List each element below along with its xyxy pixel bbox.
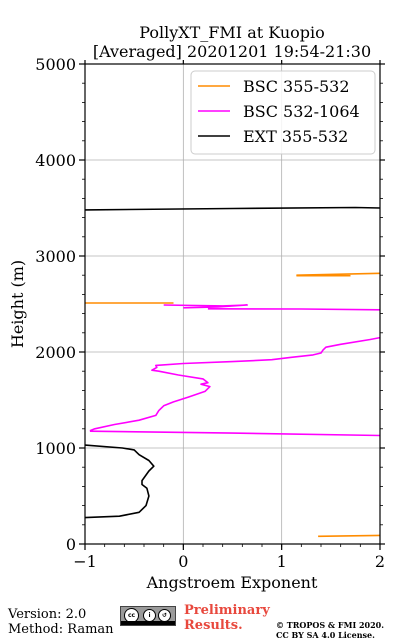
y-tick-label-5: 5000 xyxy=(35,55,76,74)
series-line-bsc-532-1064-0 xyxy=(163,304,248,309)
copyright-notice: © TROPOS & FMI 2020. CC BY SA 4.0 Licens… xyxy=(276,620,384,640)
legend-label-bsc-532-1064: BSC 532-1064 xyxy=(243,102,360,121)
method-text: Method: Raman xyxy=(8,622,114,637)
y-axis-label: Height (m) xyxy=(8,260,27,348)
series-line-bsc-355-532-3 xyxy=(296,272,381,276)
series-line-bsc-532-1064-1 xyxy=(207,307,381,311)
x-tick-label-2: 1 xyxy=(277,552,287,571)
x-tick-label-3: 2 xyxy=(375,552,385,571)
series-line-bsc-355-532-0 xyxy=(318,534,381,538)
y-tick-label-4: 4000 xyxy=(35,151,76,170)
x-axis-label: Angstroem Exponent xyxy=(146,573,318,592)
series-line-ext-355-532-0 xyxy=(84,206,381,211)
y-tick-label-2: 2000 xyxy=(35,343,76,362)
y-tick-label-1: 1000 xyxy=(35,439,76,458)
series-lines xyxy=(84,206,381,538)
series-line-ext-355-532-1 xyxy=(84,444,155,519)
preliminary-notice: Preliminary Results. xyxy=(184,603,270,633)
x-tick-label-0: −1 xyxy=(73,552,97,571)
copyright-line2: CC BY SA 4.0 License. xyxy=(276,630,375,640)
legend-label-bsc-355-532: BSC 355-532 xyxy=(243,77,350,96)
x-tick-label-1: 0 xyxy=(178,552,188,571)
cc-strip xyxy=(121,621,175,625)
series-line-bsc-532-1064-2 xyxy=(89,336,381,432)
version-text: Version: 2.0 xyxy=(8,607,87,622)
legend: BSC 355-532 BSC 532-1064 EXT 355-532 xyxy=(190,70,376,155)
legend-box xyxy=(190,70,376,155)
angstroem-chart: PollyXT_FMI at Kuopio [Averaged] 2020120… xyxy=(8,23,385,592)
copyright-line1: © TROPOS & FMI 2020. xyxy=(276,620,385,630)
preliminary-line2: Results. xyxy=(184,618,243,633)
legend-label-ext-355-532: EXT 355-532 xyxy=(243,127,348,146)
chart-title-line1: PollyXT_FMI at Kuopio xyxy=(139,23,325,42)
preliminary-line1: Preliminary xyxy=(184,603,270,618)
chart-title-line2: [Averaged] 20201201 19:54-21:30 xyxy=(93,42,371,61)
plot-frame xyxy=(84,63,381,545)
cc-by-sa-logo: cc i ↺ xyxy=(120,606,176,626)
y-tick-label-0: 0 xyxy=(66,535,76,554)
y-tick-label-3: 3000 xyxy=(35,247,76,266)
series-line-bsc-532-1064-3 xyxy=(89,430,381,437)
